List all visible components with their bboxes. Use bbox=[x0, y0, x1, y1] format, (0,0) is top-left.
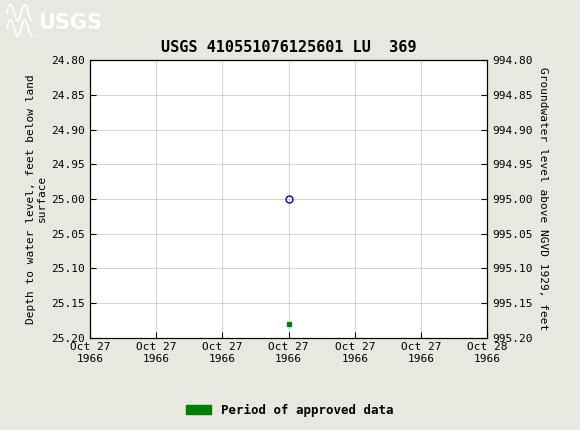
Legend: Period of approved data: Period of approved data bbox=[181, 399, 399, 421]
Y-axis label: Depth to water level, feet below land
surface: Depth to water level, feet below land su… bbox=[26, 74, 47, 324]
Title: USGS 410551076125601 LU  369: USGS 410551076125601 LU 369 bbox=[161, 40, 416, 55]
Text: USGS: USGS bbox=[38, 12, 102, 33]
Y-axis label: Groundwater level above NGVD 1929, feet: Groundwater level above NGVD 1929, feet bbox=[538, 67, 548, 331]
